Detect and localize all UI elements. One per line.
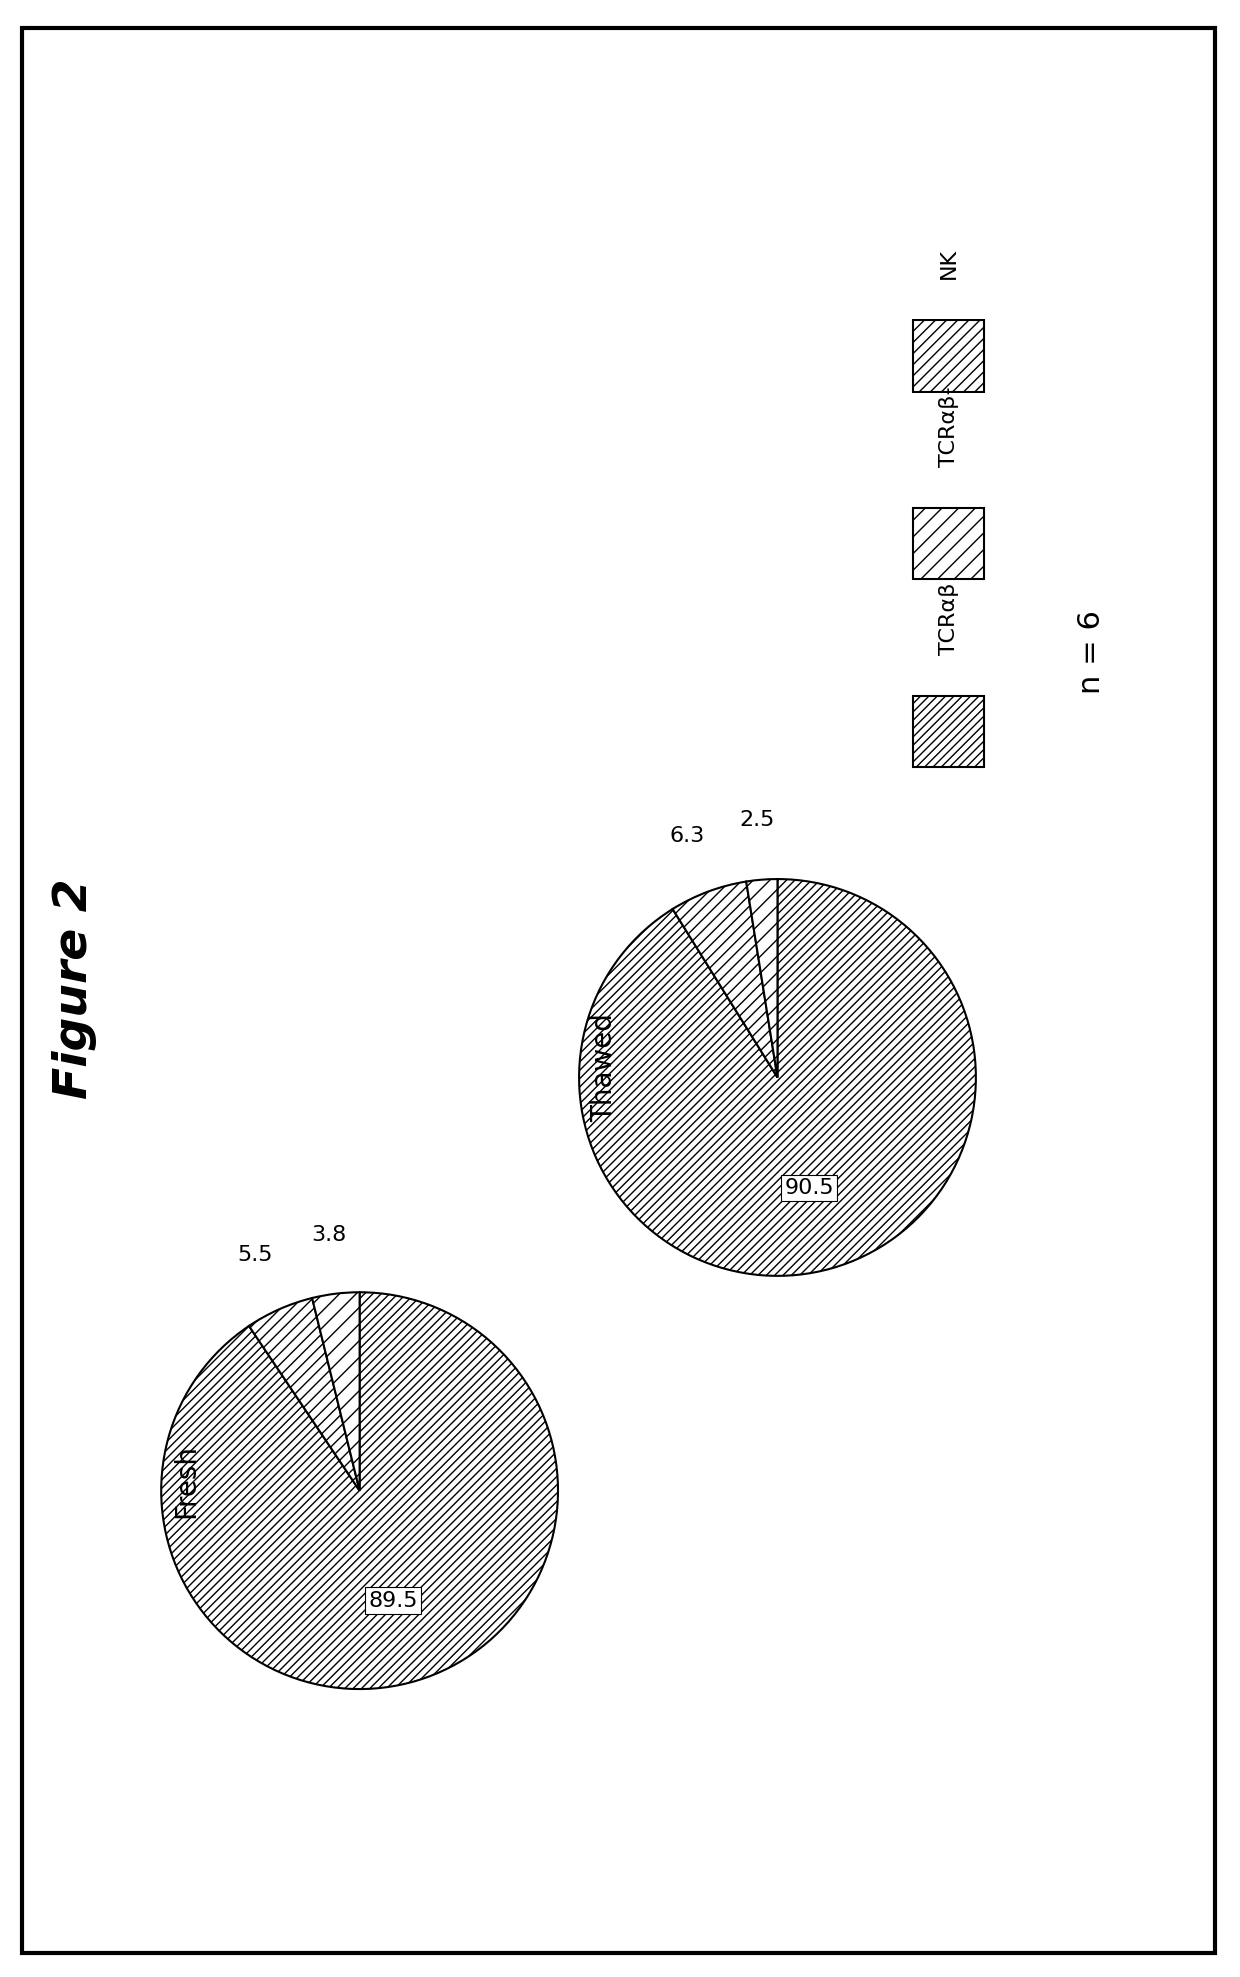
Wedge shape <box>579 880 976 1275</box>
Text: 89.5: 89.5 <box>368 1591 418 1611</box>
Text: Fresh: Fresh <box>172 1443 200 1518</box>
Text: TCRαβ: TCRαβ <box>939 583 959 654</box>
Text: Thawed: Thawed <box>590 1012 618 1123</box>
Text: n = 6: n = 6 <box>1076 611 1106 694</box>
Text: 6.3: 6.3 <box>670 826 704 846</box>
Text: 90.5: 90.5 <box>784 1178 835 1198</box>
Wedge shape <box>161 1293 558 1688</box>
Wedge shape <box>249 1299 360 1491</box>
Wedge shape <box>312 1293 360 1491</box>
Wedge shape <box>746 880 777 1077</box>
Wedge shape <box>672 882 777 1077</box>
Text: 5.5: 5.5 <box>238 1246 273 1265</box>
Text: Figure 2: Figure 2 <box>52 878 97 1099</box>
Text: NK: NK <box>939 247 959 279</box>
Text: 2.5: 2.5 <box>739 811 775 830</box>
Text: TCRαβ-: TCRαβ- <box>939 386 959 467</box>
Text: 3.8: 3.8 <box>311 1224 346 1246</box>
